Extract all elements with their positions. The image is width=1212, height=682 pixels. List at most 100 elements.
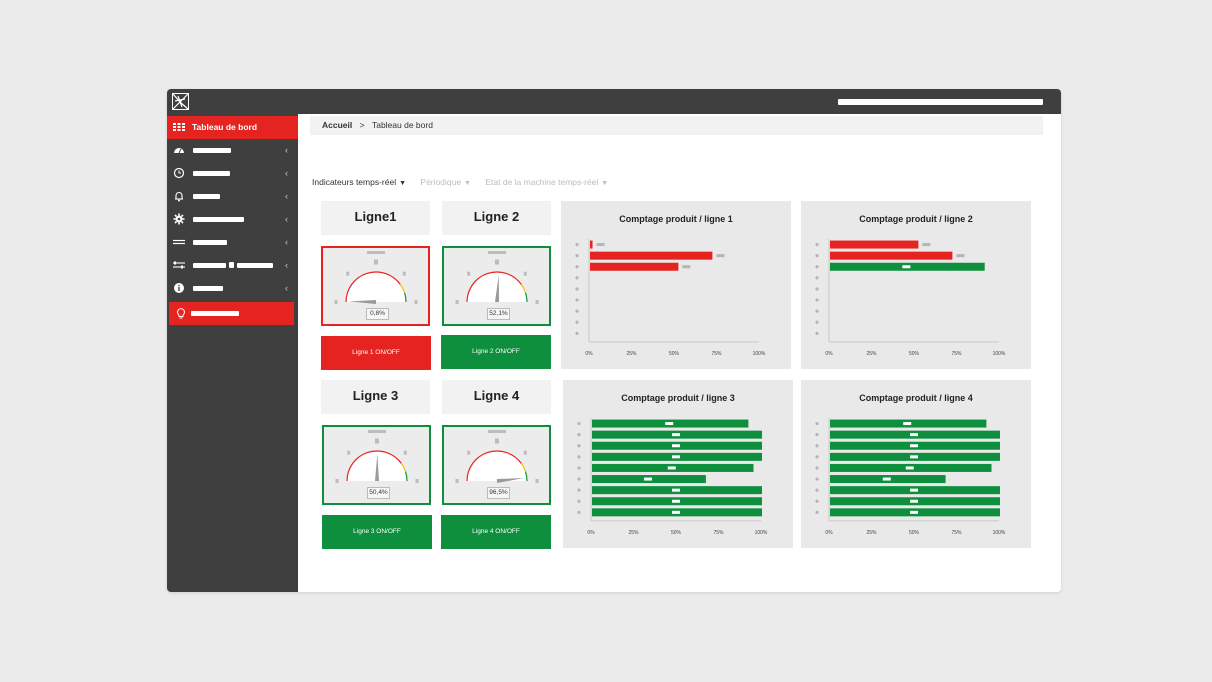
category-marker — [815, 510, 819, 514]
gauge-tick — [414, 300, 418, 304]
chart-line-2: Comptage produit / ligne 2 0% 25% 50% 75% 10… — [801, 201, 1031, 369]
gauge-tick — [402, 271, 406, 276]
category-marker — [577, 499, 581, 503]
gauge-tick — [455, 479, 459, 483]
top-search-bar[interactable] — [838, 99, 1043, 105]
line-2-onoff-button[interactable]: Ligne 2 ON/OFF — [441, 335, 551, 369]
category-marker — [575, 265, 579, 269]
line-4-title: Ligne 4 — [442, 380, 551, 414]
gauge-needle — [495, 275, 499, 303]
gauge-arc — [345, 271, 401, 303]
breadcrumb: Accueil > Tableau de bord — [310, 116, 1043, 135]
tab-periodic[interactable]: Périodique ▼ — [420, 176, 471, 190]
chart-title: Comptage produit / ligne 2 — [859, 214, 973, 224]
data-label-placeholder — [910, 455, 918, 459]
category-marker — [815, 265, 819, 269]
x-tick-label: 50% — [909, 351, 920, 357]
gauge-arc — [524, 292, 528, 303]
x-tick-label: 0% — [585, 351, 593, 357]
chevron-left-icon: ‹ — [285, 191, 288, 201]
line-4-gauge: 96,5% — [442, 425, 551, 505]
tab-realtime-indicators[interactable]: Indicateurs temps-réel ▼ — [312, 176, 406, 190]
gauge-arc — [403, 292, 407, 303]
data-label-placeholder — [667, 466, 676, 470]
x-tick-label: 100% — [755, 530, 768, 536]
data-label-placeholder — [905, 466, 914, 470]
sidebar-item-info[interactable]: ‹ — [167, 277, 298, 300]
sidebar-item-clock[interactable]: ‹ — [167, 162, 298, 185]
gauge-tick — [335, 479, 339, 483]
category-marker — [815, 242, 819, 247]
data-label-placeholder — [956, 254, 965, 258]
sidebar-item-alerts[interactable]: ‹ — [167, 185, 298, 208]
line-3-onoff-button[interactable]: Ligne 3 ON/OFF — [322, 515, 432, 549]
tab-machine-state[interactable]: Etat de la machine temps-réel ▼ — [485, 176, 608, 190]
lines-icon — [173, 239, 185, 245]
gauge-label-placeholder — [368, 430, 386, 433]
gauge-dial — [335, 430, 419, 483]
sidebar-item-sliders[interactable]: ‹ — [167, 254, 298, 277]
top-bar — [167, 89, 1061, 114]
chart-line-3: Comptage produit / ligne 3 0% 25% 50% 75% 10… — [563, 380, 793, 548]
data-label-placeholder — [910, 433, 918, 437]
tab-label: Etat de la machine temps-réel — [485, 177, 599, 187]
sidebar-label-placeholder — [193, 240, 227, 245]
category-marker — [575, 320, 579, 324]
data-label-placeholder — [672, 510, 680, 514]
x-tick-label: 100% — [993, 530, 1006, 536]
gauge-tick — [467, 450, 471, 455]
gauge-tick — [535, 300, 539, 304]
x-tick-label: 25% — [866, 351, 877, 357]
category-marker — [815, 276, 819, 280]
data-label-placeholder — [665, 422, 674, 426]
data-label-placeholder — [672, 444, 680, 448]
category-marker — [815, 455, 819, 459]
gauge-face — [467, 451, 527, 481]
category-marker — [575, 287, 579, 291]
category-marker — [577, 421, 581, 426]
category-marker — [815, 488, 819, 492]
sidebar-item-settings[interactable]: ‹ — [167, 208, 298, 231]
gauge-tick — [523, 271, 527, 276]
app-logo-icon[interactable] — [172, 93, 189, 110]
gauge-tick — [415, 479, 419, 483]
gauge-arc — [524, 471, 528, 482]
gauge-arc — [404, 471, 408, 482]
category-marker — [815, 309, 819, 313]
sidebar-item-ideas[interactable] — [169, 302, 294, 325]
caret-down-icon: ▼ — [601, 180, 609, 187]
x-tick-label: 25% — [628, 530, 639, 536]
gauge-label-placeholder — [488, 251, 506, 254]
line-1-onoff-button[interactable]: Ligne 1 ON/OFF — [321, 336, 431, 370]
category-marker — [815, 444, 819, 448]
gauge-needle — [349, 300, 377, 304]
category-marker — [575, 242, 579, 247]
gauge-tick — [334, 300, 338, 304]
data-label-placeholder — [910, 499, 918, 503]
line-4-onoff-button[interactable]: Ligne 4 ON/OFF — [441, 515, 551, 549]
bell-icon — [175, 192, 183, 202]
chart-plot: 0% 25% 50% 75% 100% — [577, 418, 768, 536]
x-tick-label: 0% — [825, 351, 833, 357]
category-marker — [575, 298, 579, 302]
category-marker — [575, 254, 579, 258]
sidebar-item-dashboard[interactable]: Tableau de bord — [167, 116, 298, 139]
gauge-tick — [535, 479, 539, 483]
gauge-tick — [495, 438, 499, 444]
x-tick-label: 0% — [587, 530, 595, 536]
chart-title: Comptage produit / ligne 4 — [859, 393, 973, 403]
sidebar-label-placeholder — [237, 263, 273, 268]
line-1-gauge: 0,8% — [321, 246, 430, 326]
gauge-arc — [520, 463, 527, 472]
breadcrumb-home-link[interactable]: Accueil — [322, 120, 353, 130]
sidebar-label-placeholder — [193, 171, 230, 176]
data-label-placeholder — [596, 243, 605, 247]
line-1-title: Ligne1 — [321, 201, 430, 235]
gauge-label-placeholder — [367, 251, 385, 254]
data-label-placeholder — [643, 477, 652, 481]
chart-title: Comptage produit / ligne 1 — [619, 214, 733, 224]
gauge-arc — [399, 284, 406, 293]
sidebar-item-lines[interactable]: ‹ — [167, 231, 298, 254]
sidebar-item-speedometer[interactable]: ‹ — [167, 139, 298, 162]
gauge-tick — [455, 300, 459, 304]
